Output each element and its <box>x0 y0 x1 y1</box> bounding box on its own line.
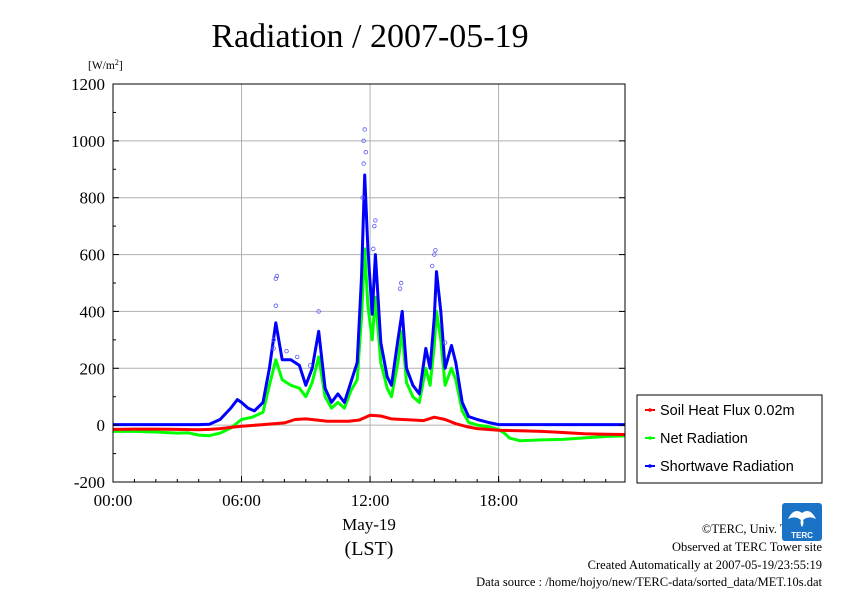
scatter-point <box>307 363 313 368</box>
y-tick-label: 1000 <box>71 132 105 151</box>
x-tick-label: 00:00 <box>94 491 133 510</box>
legend-label: Soil Heat Flux 0.02m <box>660 403 795 419</box>
x-axis-timezone-label: (LST) <box>345 538 394 560</box>
scatter-point <box>273 303 279 308</box>
y-tick-label: 200 <box>80 359 106 378</box>
x-tick-label: 18:00 <box>479 491 518 510</box>
scatter-point <box>432 252 437 257</box>
scatter-point <box>361 161 366 166</box>
scatter-point <box>442 340 448 345</box>
scatter-point <box>284 349 289 354</box>
y-axis-ticks: -200 0 200 400 600 800 1000 1200 <box>71 75 625 492</box>
legend: Soil Heat Flux 0.02m Net Radiation Shortwa… <box>636 394 823 484</box>
y-tick-label: 800 <box>80 189 106 208</box>
scatter-point <box>274 273 280 279</box>
series-lines <box>112 173 626 443</box>
legend-label: Shortwave Radiation <box>660 459 794 475</box>
terc-logo-icon: TERC <box>782 503 822 541</box>
scatter-point <box>360 195 365 200</box>
series-line-1 <box>113 247 626 443</box>
y-tick-label: 600 <box>80 246 106 265</box>
chart-title: Radiation / 2007-05-19 <box>211 18 528 55</box>
y-tick-label: 0 <box>97 416 106 435</box>
legend-marker <box>648 464 652 468</box>
y-tick-label: 400 <box>80 302 106 321</box>
x-tick-label: 06:00 <box>222 491 261 510</box>
x-axis-ticks: 00:00 06:00 12:00 18:00 <box>94 476 607 510</box>
y-axis-unit: [W/m2] <box>88 58 123 73</box>
data-source-text: Data source : /home/hojyo/new/TERC-data/… <box>476 575 822 589</box>
scatter-point <box>371 246 376 252</box>
scatter-point <box>372 223 377 229</box>
series-line-0 <box>112 413 626 436</box>
scatter-point <box>433 248 438 253</box>
series-line-2 <box>113 173 625 427</box>
scatter-point <box>363 150 368 155</box>
scatter-point <box>316 309 321 314</box>
scatter-points <box>271 127 448 368</box>
y-tick-label: 1200 <box>71 75 105 94</box>
scatter-point <box>429 263 435 269</box>
observed-text: Observed at TERC Tower site <box>672 540 822 554</box>
scatter-point <box>373 218 378 223</box>
scatter-point <box>362 127 367 132</box>
created-text: Created Automatically at 2007-05-19/23:5… <box>588 558 822 572</box>
scatter-point <box>271 337 276 343</box>
x-axis-date-label: May-19 <box>342 515 396 534</box>
scatter-point <box>398 280 404 286</box>
scatter-point <box>361 138 366 144</box>
svg-text:TERC: TERC <box>791 531 813 540</box>
legend-marker <box>648 436 652 440</box>
scatter-point <box>397 286 403 291</box>
scatter-point <box>271 346 276 351</box>
legend-marker <box>648 408 652 412</box>
grid-lines <box>113 84 625 482</box>
scatter-point <box>295 354 300 360</box>
legend-label: Net Radiation <box>660 431 748 447</box>
y-tick-label: -200 <box>74 473 105 492</box>
x-tick-label: 12:00 <box>351 491 390 510</box>
legend-box <box>636 394 823 484</box>
